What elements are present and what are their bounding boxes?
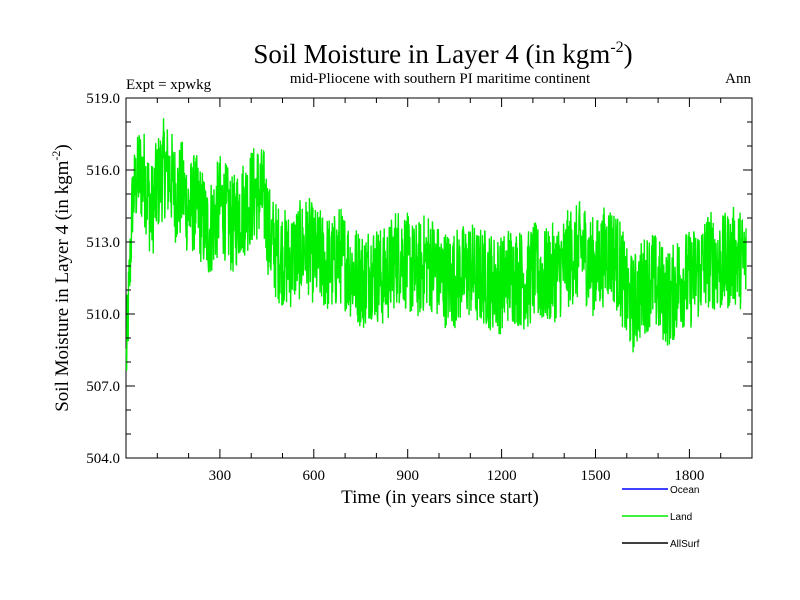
x-tick-label: 600 (303, 468, 326, 484)
axis-group: 300 600 900 1200 1500 1800 504.0 507.0 510.0 513.… (86, 91, 752, 484)
y-tick-label: 510.0 (86, 307, 120, 323)
y-tick-label: 513.0 (86, 235, 120, 251)
series-line-land (125, 118, 747, 371)
x-axis-label: Time (in years since start) (341, 487, 539, 508)
x-tick-label: 300 (209, 468, 232, 484)
legend-label-ocean: Ocean (670, 485, 699, 496)
legend-label-land: Land (670, 512, 692, 523)
x-tick-label: 900 (396, 468, 419, 484)
y-axis-label-main: Soil Moisture in Layer 4 (in kgm (52, 160, 73, 411)
x-tick-label: 1800 (674, 468, 704, 484)
subtitle-description: mid-Pliocene with southern PI maritime c… (290, 71, 591, 87)
y-tick-label: 507.0 (86, 379, 120, 395)
chart-title-end: ) (624, 39, 633, 69)
x-tick-label: 1500 (581, 468, 611, 484)
y-tick-label: 519.0 (86, 91, 120, 107)
y-axis-label: Soil Moisture in Layer 4 (in kgm-2) (49, 144, 73, 412)
chart-title-main: Soil Moisture in Layer 4 (in kgm (253, 39, 610, 69)
legend: Ocean Land AllSurf (622, 485, 700, 550)
legend-label-allsurf: AllSurf (670, 539, 700, 550)
y-tick-label: 504.0 (86, 451, 120, 467)
subtitle-experiment: Expt = xpwkg (126, 77, 212, 93)
y-tick-label: 516.0 (86, 163, 120, 179)
y-axis-label-end: ) (52, 144, 73, 150)
subtitle-season: Ann (725, 71, 751, 87)
chart-title: Soil Moisture in Layer 4 (in kgm-2) (253, 39, 632, 69)
x-tick-label: 1200 (487, 468, 517, 484)
series-group (125, 118, 747, 371)
chart-title-superscript: -2 (610, 39, 623, 56)
y-axis-label-superscript: -2 (49, 151, 63, 161)
